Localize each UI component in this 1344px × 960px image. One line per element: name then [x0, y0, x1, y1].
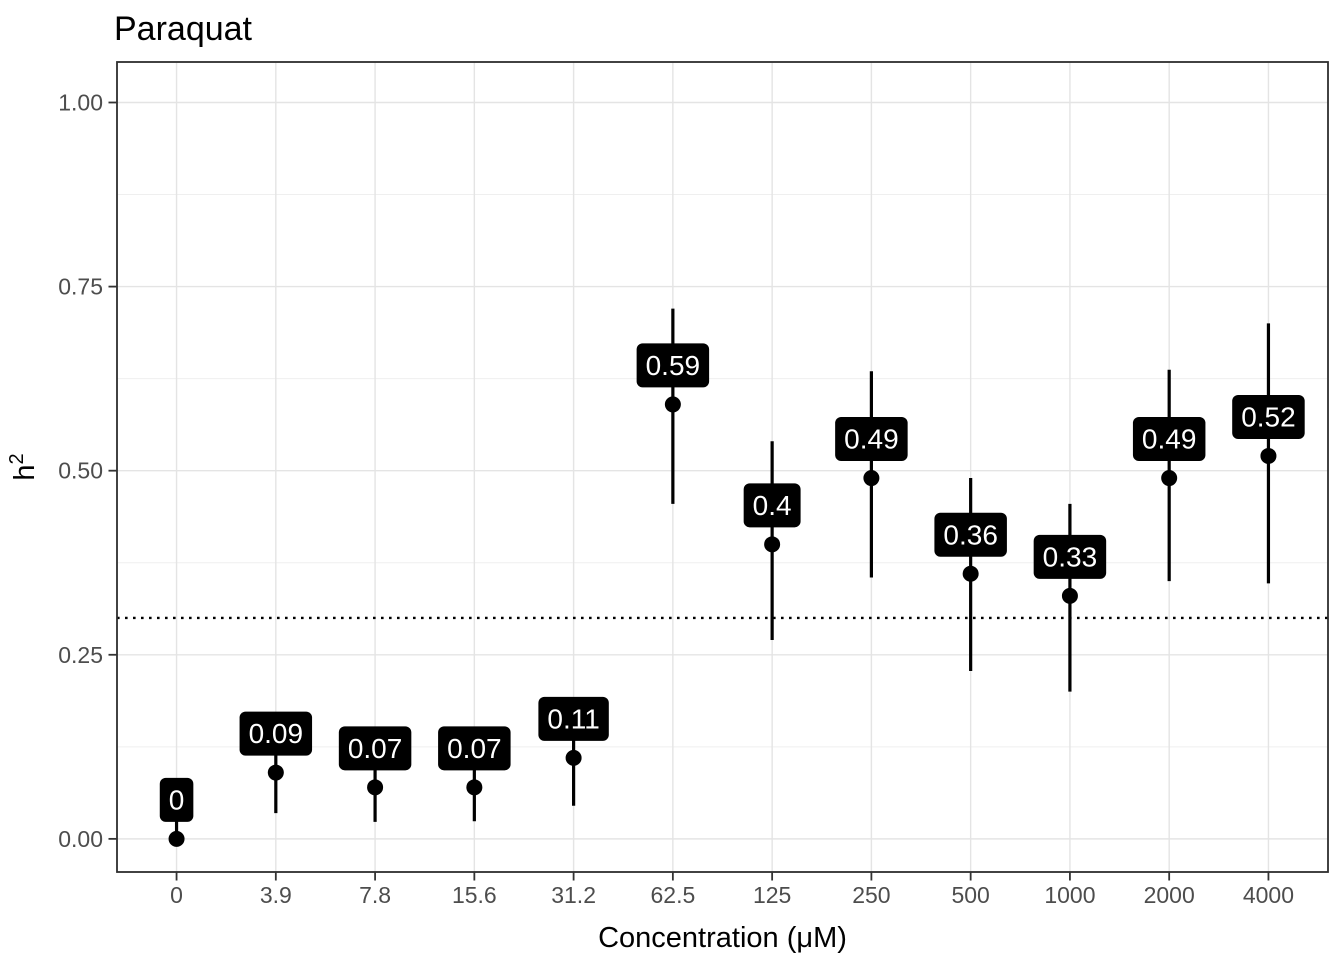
data-point-label-box: [239, 711, 313, 756]
data-point-label-box: [338, 726, 412, 771]
y-tick-label: 0.25: [58, 642, 103, 668]
y-axis-title: h2: [6, 453, 41, 480]
data-point-label: 0.59: [646, 350, 701, 381]
data-point: [1161, 470, 1178, 487]
data-point: [466, 779, 483, 796]
x-tick-label: 1000: [1044, 882, 1095, 908]
data-point-label-box: [743, 483, 801, 528]
data-point-label: 0.52: [1241, 401, 1296, 432]
data-point-label-box: [636, 343, 710, 388]
data-point-label-box: [1232, 394, 1305, 439]
x-tick-label: 125: [753, 882, 791, 908]
data-point-label: 0: [169, 784, 185, 815]
x-axis-title: Concentration (μM): [598, 922, 847, 954]
data-point: [267, 764, 284, 781]
data-point: [962, 565, 979, 582]
data-point-label: 0.09: [249, 718, 304, 749]
x-tick-label: 500: [951, 882, 989, 908]
data-point-label-box: [1132, 417, 1206, 462]
x-tick-label: 2000: [1144, 882, 1195, 908]
y-tick-label: 0.00: [58, 826, 103, 852]
data-point-label: 0.11: [547, 703, 599, 734]
data-point-label: 0.33: [1043, 541, 1098, 572]
panel-border: [116, 61, 1329, 873]
x-tick-label: 0: [170, 882, 183, 908]
chart-title: Paraquat: [114, 10, 253, 48]
y-tick-label: 0.75: [58, 274, 103, 300]
data-point-label-box: [538, 696, 609, 741]
panel-background: [117, 62, 1328, 872]
x-tick-label: 3.9: [260, 882, 292, 908]
data-point: [1260, 447, 1277, 464]
data-point-label: 0.36: [943, 519, 998, 550]
data-point-label-box: [835, 417, 908, 462]
data-point-label: 0.49: [844, 424, 899, 455]
x-tick-label: 62.5: [650, 882, 695, 908]
data-point: [367, 779, 384, 796]
data-point: [168, 830, 185, 847]
x-tick-label: 7.8: [359, 882, 391, 908]
data-point-label: 0.07: [348, 733, 403, 764]
data-point: [565, 749, 582, 766]
y-tick-label: 0.50: [58, 458, 103, 484]
data-point-label: 0.07: [447, 733, 502, 764]
data-point-label-box: [934, 512, 1007, 557]
data-point-label: 0.4: [753, 490, 792, 521]
data-point-label: 0.49: [1142, 424, 1197, 455]
x-tick-label: 250: [852, 882, 890, 908]
data-point: [664, 396, 681, 413]
data-point: [1061, 587, 1078, 604]
x-tick-label: 4000: [1243, 882, 1294, 908]
data-point: [863, 470, 880, 487]
data-point-label-box: [1033, 534, 1107, 579]
data-point-label-box: [159, 777, 194, 822]
x-tick-label: 15.6: [452, 882, 497, 908]
x-tick-label: 31.2: [551, 882, 596, 908]
y-tick-label: 1.00: [58, 90, 103, 116]
data-point: [764, 536, 781, 553]
data-point-label-box: [438, 726, 511, 771]
